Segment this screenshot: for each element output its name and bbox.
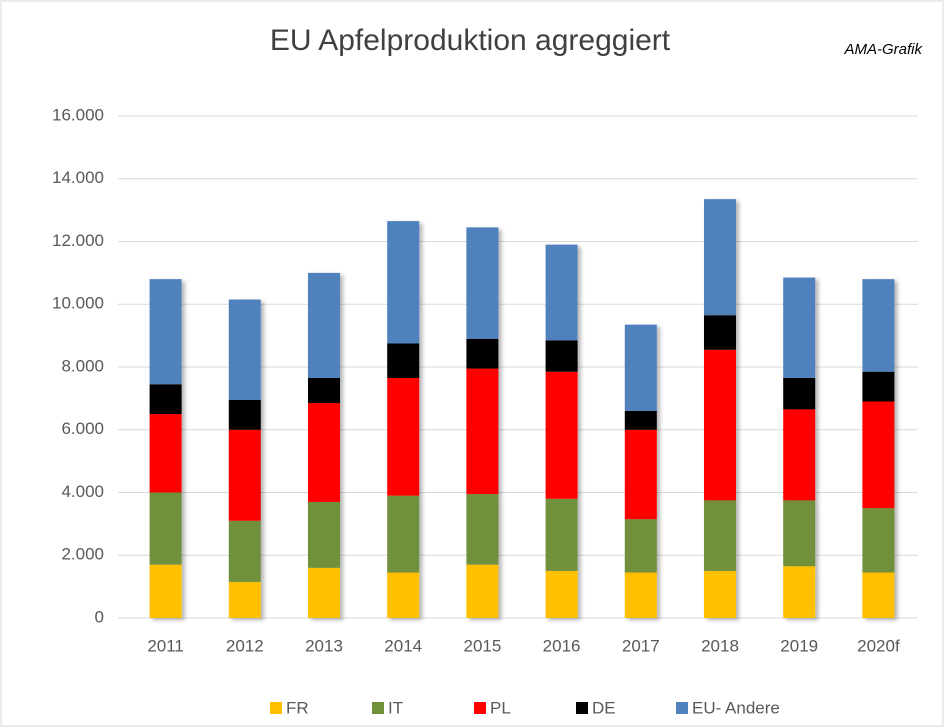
bar-segment: [466, 494, 499, 565]
y-tick-label: 4.000: [61, 482, 104, 501]
bar-segment: [308, 272, 340, 378]
bar-segment: [545, 371, 578, 499]
bar-segment: [228, 299, 261, 400]
y-tick-label: 6.000: [61, 419, 104, 438]
bar-segment: [228, 429, 261, 521]
bar-segment: [228, 520, 261, 582]
bar-segment: [308, 403, 340, 502]
x-tick-label: 2013: [305, 636, 343, 655]
y-tick-label: 12.000: [52, 231, 104, 250]
bar-segment: [466, 227, 499, 339]
bar-segment: [466, 564, 499, 618]
bar-segment: [149, 279, 182, 385]
bar-segment: [149, 384, 182, 415]
legend-label: DE: [592, 698, 616, 717]
bar-segment: [704, 500, 736, 571]
y-tick-label: 2.000: [61, 545, 104, 564]
y-tick-label: 10.000: [52, 294, 104, 313]
bar-segment: [783, 500, 816, 567]
legend-swatch: [474, 702, 486, 714]
x-tick-label: 2018: [701, 636, 739, 655]
bar-segment: [624, 519, 657, 573]
x-tick-label: 2011: [147, 636, 184, 655]
chart-title: EU Apfelproduktion agreggiert: [270, 24, 671, 57]
x-tick-label: 2017: [622, 636, 660, 655]
bar-segment: [862, 371, 895, 402]
bar-segment: [704, 315, 736, 350]
bar-segment: [545, 570, 578, 618]
x-tick-label: 2015: [463, 636, 501, 655]
bar-segment: [308, 377, 340, 404]
bar-segment: [228, 581, 261, 618]
bar-segment: [149, 492, 182, 565]
bar-segment: [704, 349, 736, 501]
bar-segment: [624, 572, 657, 618]
legend-label: PL: [490, 698, 511, 717]
bar-segment: [387, 377, 420, 496]
bar-segment: [783, 409, 816, 501]
bar-segment: [704, 570, 736, 618]
bar-segment: [149, 564, 182, 618]
bar-segment: [624, 324, 657, 411]
bar-segment: [624, 429, 657, 520]
x-tick-label: 2014: [384, 636, 422, 655]
bar-segment: [783, 566, 816, 618]
legend-swatch: [372, 702, 384, 714]
bar-segment: [466, 368, 499, 495]
bar-segment: [387, 495, 420, 573]
bar-segment: [862, 508, 895, 573]
legend-label: EU- Andere: [692, 698, 780, 717]
x-tick-label: 2019: [780, 636, 818, 655]
legend-swatch: [270, 702, 282, 714]
bar-segment: [545, 340, 578, 372]
bar-segment: [387, 343, 420, 378]
bar-segment: [624, 410, 657, 430]
bar-segment: [228, 399, 261, 430]
bar-segment: [783, 377, 816, 410]
y-tick-label: 14.000: [52, 168, 104, 187]
x-tick-label: 2020f: [857, 636, 900, 655]
legend-label: IT: [388, 698, 403, 717]
bar-segment: [149, 414, 182, 493]
bar-segment: [545, 244, 578, 341]
bar-segment: [387, 221, 420, 344]
bar-segment: [387, 572, 420, 618]
bar-segment: [783, 277, 816, 378]
bar-segment: [308, 567, 340, 618]
bar-segment: [308, 501, 340, 568]
labels: 0 2.000 4.000 6.000 8.000 10.000 12.000 14.000 1…: [52, 105, 900, 717]
bar-segment: [704, 199, 736, 316]
bar-segment: [862, 401, 895, 509]
y-tick-label: 0: [95, 607, 104, 626]
legend-swatch: [576, 702, 588, 714]
y-tick-label: 8.000: [61, 356, 104, 375]
bars: [149, 199, 895, 618]
annotation: AMA-Grafik: [843, 41, 923, 58]
bar-segment: [862, 279, 895, 372]
x-tick-label: 2016: [543, 636, 581, 655]
bar-segment: [466, 338, 499, 369]
x-tick-label: 2012: [226, 636, 264, 655]
legend-label: FR: [286, 698, 309, 717]
legend-swatch: [676, 702, 688, 714]
bar-segment: [545, 498, 578, 571]
bar-segment: [862, 572, 895, 618]
y-tick-label: 16.000: [52, 105, 104, 124]
